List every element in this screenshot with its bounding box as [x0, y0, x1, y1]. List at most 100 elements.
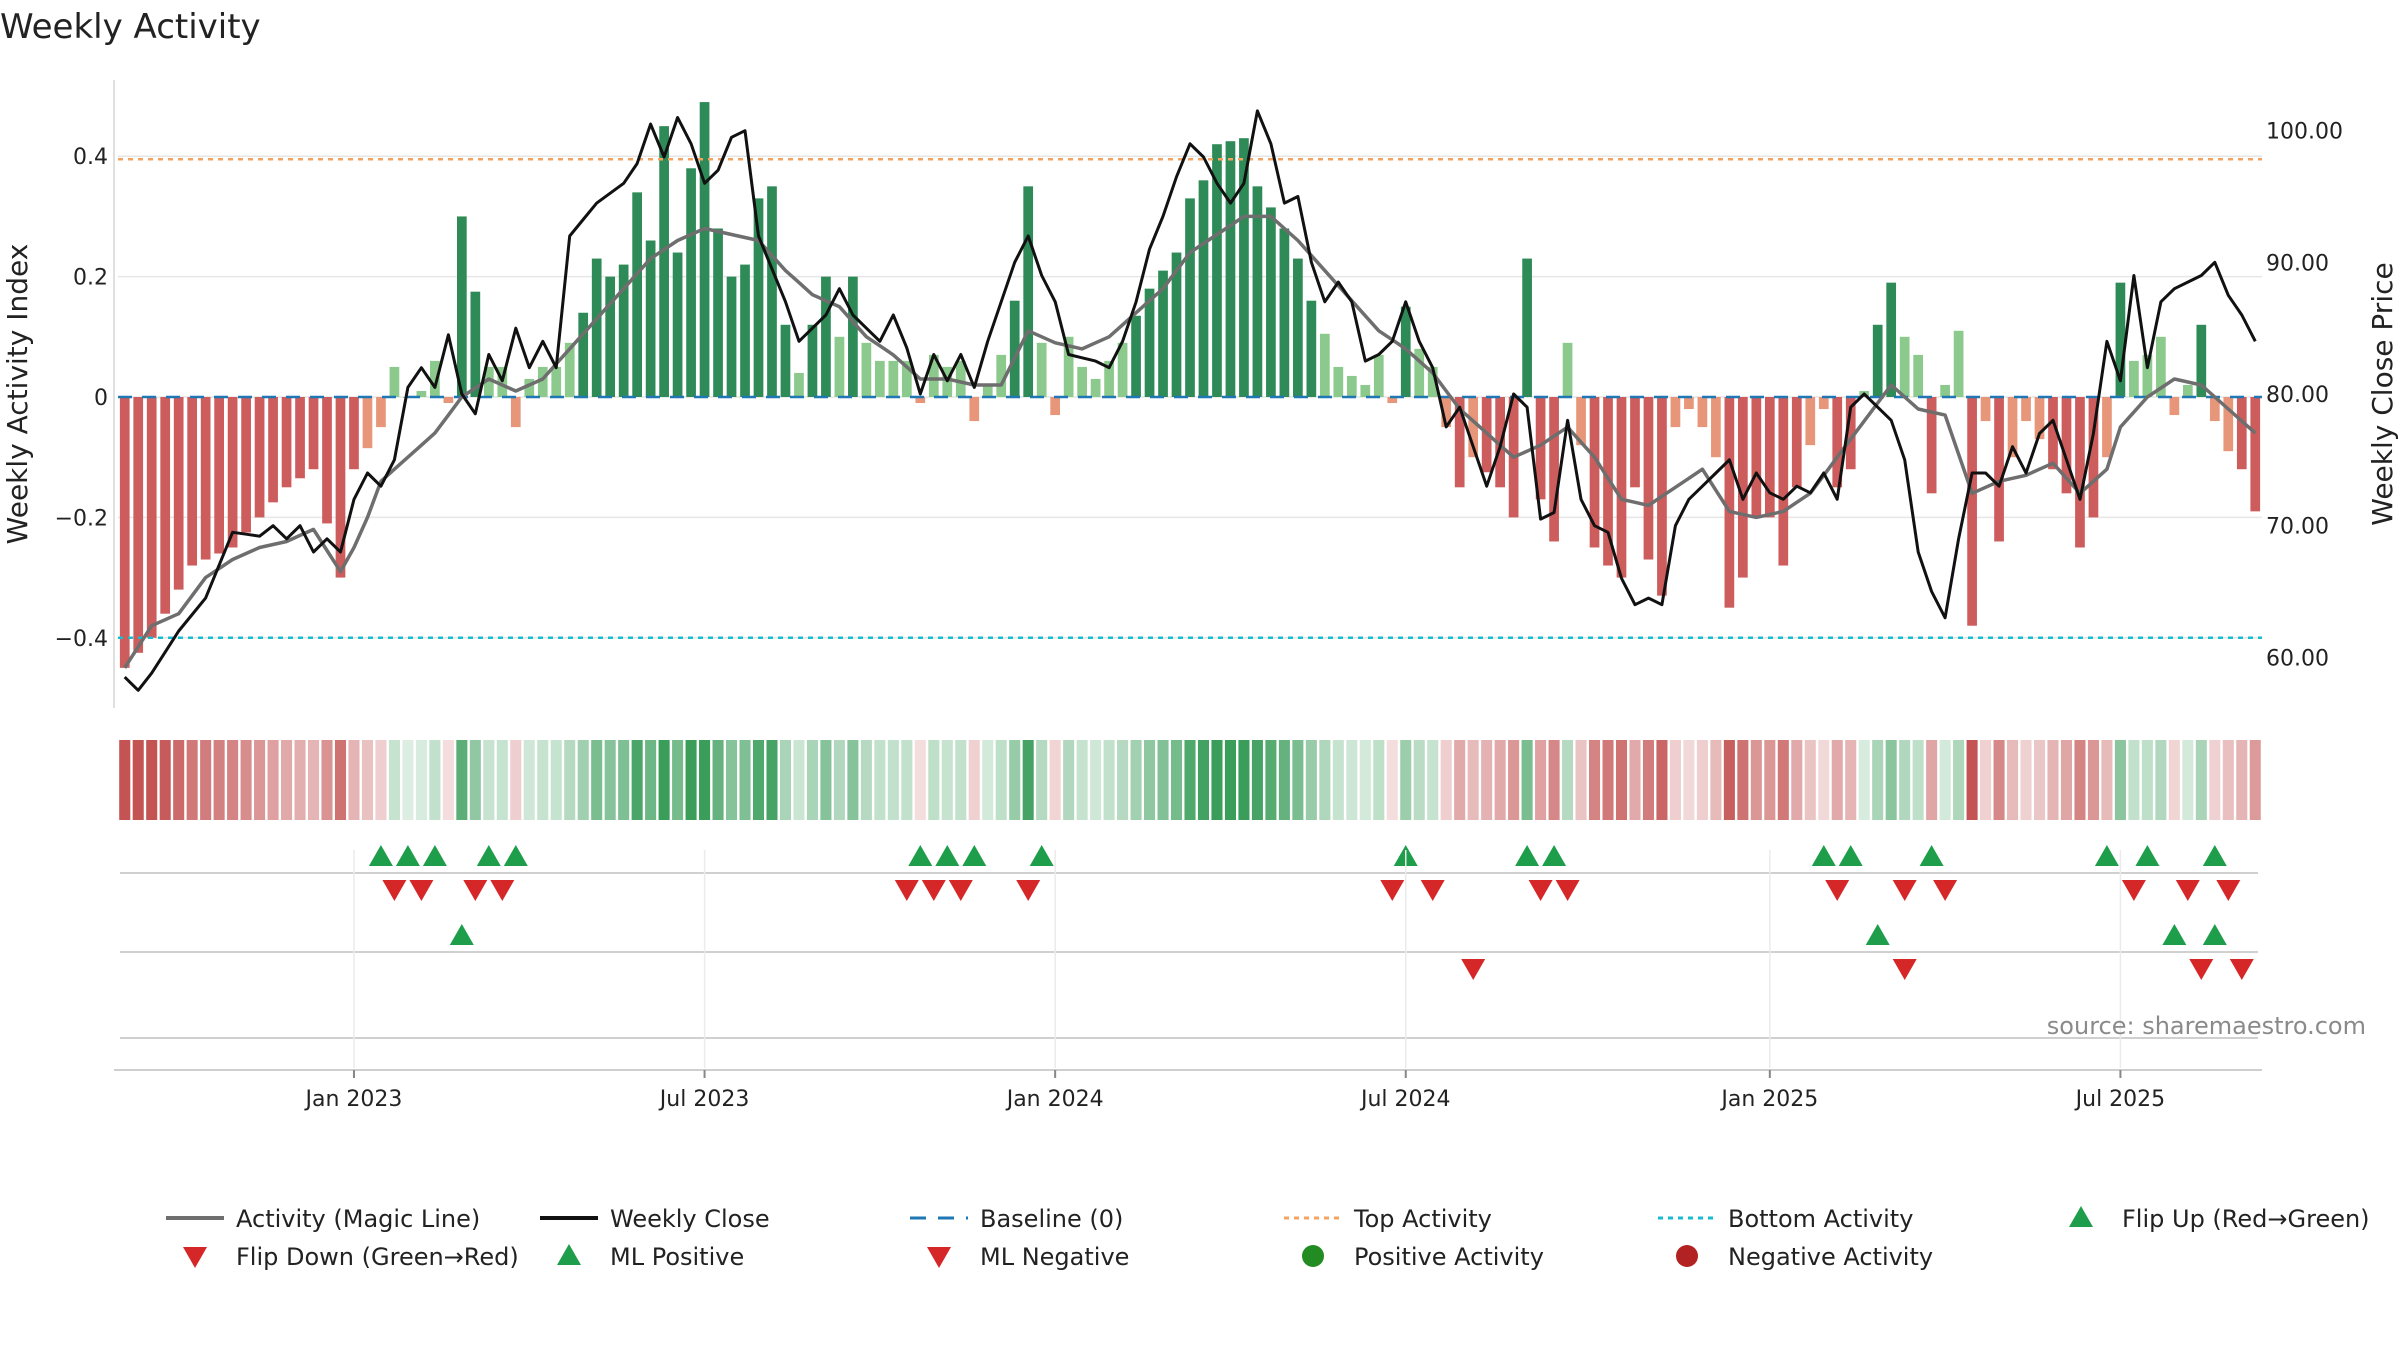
activity-bar: [834, 336, 845, 398]
flip-down-marker: [948, 880, 973, 901]
activity-bar: [1131, 315, 1141, 398]
strip-cell: [1872, 740, 1884, 820]
activity-bar: [389, 366, 400, 398]
activity-bar: [618, 264, 629, 398]
strip-cell: [1858, 740, 1870, 820]
strip-cell: [1130, 740, 1142, 820]
flip-down-marker: [921, 880, 946, 901]
activity-bar: [2061, 397, 2072, 494]
legend-item-ml-negative: ML Negative: [927, 1243, 1129, 1271]
strip-cell: [1481, 740, 1493, 820]
activity-bar: [2088, 397, 2099, 518]
activity-bar: [551, 366, 562, 398]
activity-bar: [1427, 366, 1438, 398]
strip-cell: [402, 740, 414, 820]
ml-positive-marker: [2162, 924, 2187, 945]
activity-bar: [1077, 366, 1087, 398]
activity-bar: [2209, 397, 2220, 422]
strip-cell: [577, 740, 589, 820]
legend: Activity (Magic Line) Weekly Close Baselin…: [166, 1205, 2370, 1271]
strip-cell: [1980, 740, 1992, 820]
x-tick-label: Jul 2023: [658, 1087, 750, 1112]
activity-bar: [2102, 397, 2112, 458]
strip-cell: [806, 740, 818, 820]
activity-bar: [591, 258, 602, 398]
strip-cell: [1588, 740, 1601, 820]
activity-bar: [1198, 180, 1209, 398]
strip-cell: [1076, 740, 1088, 820]
flip-up-marker: [2094, 845, 2119, 866]
activity-bar: [416, 390, 427, 398]
activity-bar: [807, 324, 818, 398]
activity-bar: [1293, 258, 1303, 398]
activity-bar: [1697, 397, 1708, 428]
activity-bar: [982, 384, 993, 398]
strip-cell: [2033, 740, 2046, 820]
activity-bar: [699, 102, 710, 398]
left-axis-title: Weekly Activity Index: [1, 244, 34, 545]
activity-bar: [2034, 397, 2045, 440]
activity-bar: [1333, 366, 1344, 398]
strip-cell: [631, 740, 643, 820]
activity-bar: [456, 216, 467, 398]
strip-cell: [2128, 740, 2140, 820]
activity-bar: [2236, 397, 2247, 470]
activity-bar: [1562, 342, 1573, 398]
activity-bar: [254, 397, 265, 518]
activity-bar: [2021, 397, 2031, 422]
strip-cell: [132, 740, 144, 820]
activity-bar: [241, 397, 251, 533]
activity-bar: [645, 240, 656, 398]
ml-negative-marker: [2229, 959, 2254, 980]
flip-down-marker: [490, 880, 515, 901]
strip-cell: [887, 740, 899, 820]
strip-cell: [227, 740, 239, 820]
activity-bar: [1252, 186, 1263, 398]
strip-cell: [1791, 740, 1803, 820]
right-tick-label: 90.00: [2266, 251, 2329, 276]
strip-cell: [1845, 740, 1857, 820]
strip-cell: [1642, 740, 1654, 820]
strip-cell: [1750, 740, 1762, 820]
activity-bar: [146, 397, 157, 638]
activity-bar: [2129, 360, 2139, 398]
strip-cell: [1292, 740, 1304, 820]
strip-cell: [1535, 740, 1547, 820]
activity-bar: [928, 354, 939, 398]
strip-cell: [361, 740, 373, 820]
strip-cell: [874, 740, 886, 820]
strip-cell: [1804, 740, 1816, 820]
left-tick-label: −0.2: [55, 506, 108, 531]
flip-down-marker: [1528, 880, 1553, 901]
activity-bar: [1778, 397, 1789, 566]
flip-down-marker: [1380, 880, 1405, 901]
strip-cell: [1251, 740, 1263, 820]
legend-item-baseline: Baseline (0): [910, 1205, 1123, 1233]
weekly-close-line: [123, 109, 2257, 692]
activity-bar: [119, 397, 130, 668]
strip-cell: [469, 740, 481, 820]
flip-down-marker: [409, 880, 434, 901]
strip-cell: [2168, 740, 2180, 820]
flip-up-marker: [368, 845, 393, 866]
strip-cell: [1912, 740, 1924, 820]
strip-cell: [739, 740, 751, 820]
strip-cell: [1953, 740, 1965, 820]
series-lines: [123, 109, 2257, 692]
activity-bar: [578, 312, 589, 398]
strip-cell: [1966, 740, 1978, 820]
flip-down-marker: [894, 880, 919, 901]
legend-item-bottom-line: Bottom Activity: [1658, 1205, 1913, 1233]
strip-cell: [658, 740, 670, 820]
activity-bar: [2182, 384, 2193, 398]
strip-cell: [1224, 740, 1236, 820]
activity-bar: [362, 397, 373, 449]
flip-down-marker: [1933, 880, 1958, 901]
ml-negative-marker: [1892, 959, 1917, 980]
strip-cell: [860, 740, 872, 820]
activity-bar: [1468, 397, 1479, 458]
legend-label: Bottom Activity: [1728, 1205, 1913, 1233]
strip-cell: [2114, 740, 2126, 820]
strip-cell: [2182, 740, 2194, 820]
activity-bar: [713, 228, 723, 398]
